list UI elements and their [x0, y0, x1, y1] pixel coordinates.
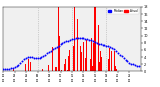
Point: [38, 57, 41, 58]
Point: [111, 47, 113, 49]
Point: [4, 68, 6, 70]
Point: [96, 42, 98, 44]
Point: [113, 49, 115, 50]
Point: [105, 45, 108, 46]
Point: [8, 68, 10, 69]
Point: [54, 48, 56, 49]
Point: [36, 57, 39, 59]
Point: [48, 51, 50, 53]
Point: [94, 41, 96, 43]
Point: [27, 56, 29, 58]
Legend: Median, Actual: Median, Actual: [107, 8, 139, 14]
Point: [120, 56, 123, 57]
Point: [52, 49, 54, 50]
Point: [10, 68, 12, 69]
Point: [17, 64, 20, 65]
Point: [101, 44, 104, 46]
Point: [50, 50, 52, 51]
Point: [63, 42, 66, 43]
Point: [40, 56, 43, 57]
Point: [103, 45, 106, 46]
Point: [44, 54, 47, 55]
Point: [13, 66, 16, 68]
Point: [21, 60, 24, 62]
Point: [88, 39, 91, 40]
Point: [109, 46, 112, 48]
Point: [136, 65, 138, 67]
Point: [97, 43, 100, 44]
Point: [82, 38, 85, 39]
Point: [65, 41, 68, 42]
Point: [75, 38, 77, 39]
Point: [130, 63, 132, 64]
Point: [107, 46, 110, 47]
Point: [46, 53, 48, 54]
Point: [61, 43, 64, 44]
Point: [57, 45, 60, 46]
Point: [80, 37, 83, 39]
Point: [90, 40, 92, 41]
Point: [128, 62, 131, 63]
Point: [92, 41, 94, 42]
Point: [6, 68, 8, 70]
Point: [115, 50, 117, 52]
Point: [134, 65, 136, 66]
Point: [2, 69, 4, 70]
Point: [124, 59, 127, 61]
Point: [126, 61, 129, 62]
Point: [15, 65, 18, 67]
Point: [86, 38, 89, 40]
Point: [119, 54, 121, 55]
Point: [78, 37, 81, 39]
Point: [31, 56, 33, 58]
Point: [19, 62, 22, 64]
Point: [132, 64, 134, 65]
Point: [71, 39, 73, 40]
Point: [55, 46, 58, 48]
Point: [69, 39, 71, 41]
Point: [59, 44, 62, 45]
Point: [29, 56, 31, 58]
Point: [23, 58, 25, 60]
Point: [138, 66, 140, 67]
Point: [73, 38, 75, 39]
Point: [99, 44, 102, 45]
Point: [42, 55, 45, 56]
Point: [12, 67, 14, 69]
Point: [84, 38, 87, 39]
Point: [122, 58, 125, 59]
Point: [34, 57, 37, 59]
Point: [25, 57, 27, 58]
Point: [76, 37, 79, 39]
Point: [117, 52, 119, 53]
Point: [32, 57, 35, 58]
Point: [67, 40, 69, 41]
